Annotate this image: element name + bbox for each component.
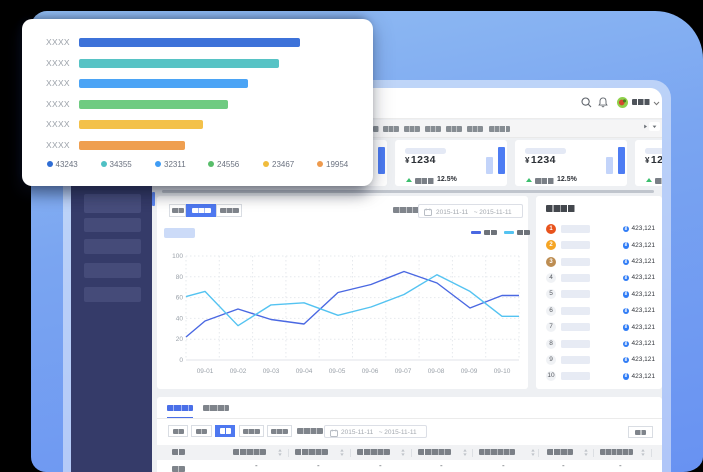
svg-text:80: 80 xyxy=(176,274,184,281)
svg-text:09-06: 09-06 xyxy=(362,368,379,375)
svg-text:60: 60 xyxy=(176,295,184,302)
svg-text:100: 100 xyxy=(172,253,183,260)
svg-text:20: 20 xyxy=(176,336,184,343)
svg-text:09-02: 09-02 xyxy=(230,368,247,375)
svg-text:09-10: 09-10 xyxy=(494,368,511,375)
svg-text:09-08: 09-08 xyxy=(428,368,445,375)
svg-text:09-04: 09-04 xyxy=(296,368,313,375)
svg-text:0: 0 xyxy=(179,357,183,364)
svg-text:09-01: 09-01 xyxy=(197,368,214,375)
svg-text:09-03: 09-03 xyxy=(263,368,280,375)
svg-text:09-09: 09-09 xyxy=(461,368,478,375)
svg-text:09-05: 09-05 xyxy=(329,368,346,375)
svg-text:09-07: 09-07 xyxy=(395,368,412,375)
svg-text:40: 40 xyxy=(176,315,184,322)
